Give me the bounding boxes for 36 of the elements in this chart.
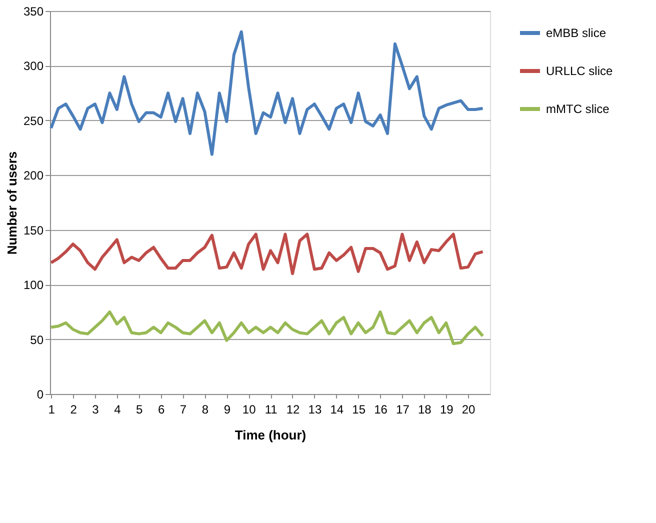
x-tick-label: 15 [352,402,366,416]
line-series [50,232,484,276]
x-tick-label: 5 [136,402,144,416]
x-tick-label: 17 [396,402,410,416]
y-tick-label: 200 [23,168,44,183]
y-tick-label: 0 [36,388,44,402]
legend-label: mMTC slice [546,102,610,116]
x-tick-label: 1 [48,402,56,416]
y-tick-label: 300 [23,59,44,74]
x-tick-label: 4 [114,402,122,416]
y-tick-label: 250 [23,114,44,128]
x-tick-label: 9 [224,402,231,416]
x-tick-label: 16 [374,402,388,416]
x-tick-label: 19 [440,402,454,416]
y-tick-label: 50 [30,332,44,347]
line-series [50,310,484,346]
x-tick-label: 18 [418,402,432,416]
y-tick-label: 100 [23,278,44,292]
x-axis-title: Time (hour) [234,428,306,442]
x-tick-label: 14 [330,402,344,416]
x-tick-label: 10 [242,402,256,416]
x-tick-label: 13 [308,402,322,416]
x-tick-label: 6 [158,402,165,416]
x-tick-label: 12 [286,402,300,416]
x-tick-label: 3 [92,402,100,416]
x-tick-label: 8 [202,402,209,416]
x-tick-label: 11 [264,402,278,416]
legend-label: eMBB slice [546,26,606,40]
x-tick-label: 2 [70,402,78,416]
y-axis-title: Number of users [4,151,20,255]
line-series [50,30,484,156]
y-tick-label: 150 [23,223,44,238]
legend-label: URLLC slice [546,64,614,78]
x-tick-label: 7 [180,402,187,416]
y-tick-label: 350 [23,4,44,18]
x-tick-label: 20 [462,402,476,416]
